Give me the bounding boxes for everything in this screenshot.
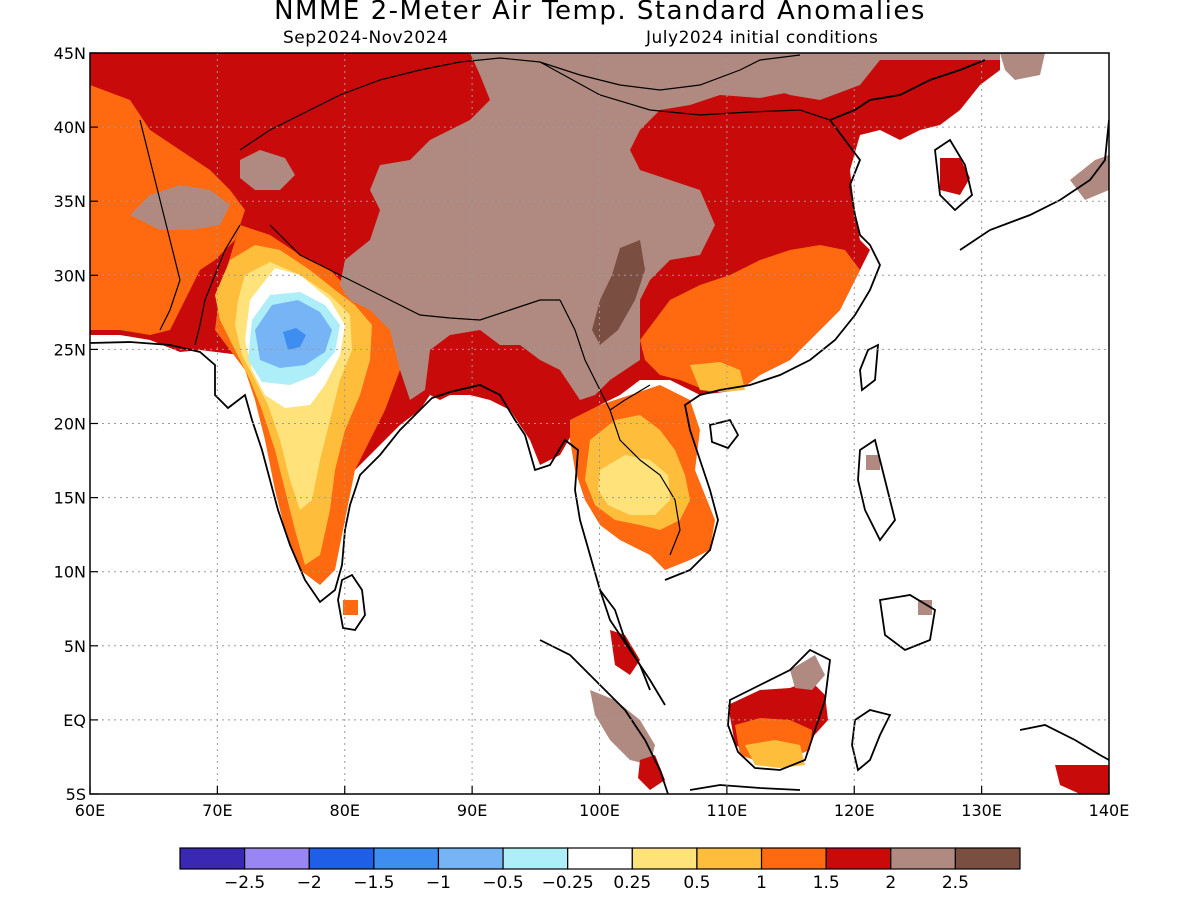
coastline-malaya bbox=[599, 589, 651, 691]
y-tick-label: 20N bbox=[54, 415, 86, 434]
border-iran-afghanistan bbox=[139, 119, 181, 331]
colorbar-label: 0.5 bbox=[683, 873, 710, 893]
anomaly-region-korea-plus2 bbox=[940, 158, 970, 195]
y-tick-label: 5N bbox=[64, 637, 86, 656]
x-tick-label: 90E bbox=[457, 801, 487, 820]
anomaly-region-luzon-plus2_5 bbox=[866, 455, 880, 470]
anomaly-region-sabah-plus2_5 bbox=[790, 655, 825, 690]
gridlines bbox=[90, 53, 1109, 794]
coastline-mindanao bbox=[878, 594, 936, 652]
anomaly-region-malaya-plus2 bbox=[610, 630, 640, 675]
anomaly-region-philippines-plus2_5 bbox=[918, 600, 932, 615]
anomaly-region-borneo-plus1 bbox=[745, 740, 805, 768]
border-china-central-asia bbox=[239, 54, 801, 151]
anomaly-region-tibet-plus2_5 bbox=[340, 53, 800, 400]
colorbar-label: 0.25 bbox=[613, 873, 651, 893]
coastline-srilanka bbox=[337, 573, 366, 631]
colorbar-swatch bbox=[437, 847, 504, 870]
anomaly-region-mongolia-plus2_5 bbox=[540, 53, 1000, 100]
colorbar-label: −1.5 bbox=[353, 873, 394, 893]
colorbar-swatch bbox=[954, 847, 1021, 870]
x-tick-label: 100E bbox=[579, 801, 620, 820]
x-axis: 60E 70E 80E 90E 100E 110E 120E 130E 140E bbox=[75, 786, 1130, 820]
colorbar-swatch bbox=[179, 847, 246, 870]
coastline-sumatra bbox=[539, 639, 669, 794]
colorbar-swatch bbox=[825, 847, 892, 870]
y-tick-label: 5S bbox=[66, 785, 86, 804]
colorbar-swatch bbox=[244, 847, 310, 870]
x-tick-label: 130E bbox=[961, 801, 1002, 820]
border-indochina bbox=[609, 409, 681, 556]
colorbar-label: 1 bbox=[756, 873, 767, 893]
x-tick-label: 70E bbox=[202, 801, 232, 820]
x-tick-label: 60E bbox=[75, 801, 105, 820]
colorbar: −2.5 −2 −1.5 −1 −0.5 −0.25 0.25 0.5 1 1.5 2 2.5 bbox=[179, 847, 1021, 893]
coastline-korea bbox=[934, 138, 973, 212]
anomaly-shading bbox=[90, 53, 1109, 794]
x-tick-label: 80E bbox=[330, 801, 360, 820]
y-tick-label: 10N bbox=[54, 563, 86, 582]
anomaly-region-iran-plus2_5 bbox=[130, 185, 230, 230]
y-axis: 45N 40N 35N 30N 25N 20N 15N 10N 5N EQ 5S bbox=[54, 44, 98, 804]
x-tick-label: 110E bbox=[707, 801, 748, 820]
coastline-taiwan bbox=[859, 343, 880, 392]
anomaly-region-sumatra-plus2_5 bbox=[590, 690, 655, 765]
colorbar-swatch bbox=[373, 847, 440, 870]
border-himalaya bbox=[269, 224, 560, 321]
y-tick-label: 35N bbox=[54, 192, 86, 211]
coastlines bbox=[90, 59, 1109, 794]
y-tick-label: EQ bbox=[63, 711, 86, 730]
x-tick-label: 120E bbox=[834, 801, 875, 820]
initial-conditions-label: July2024 initial conditions bbox=[646, 28, 879, 48]
y-tick-label: 25N bbox=[54, 340, 86, 359]
colorbar-label: 1.5 bbox=[813, 873, 840, 893]
coastline-japan bbox=[959, 119, 1109, 251]
colorbar-label: −0.25 bbox=[542, 873, 594, 893]
colorbar-swatch bbox=[696, 847, 763, 870]
coastline-java bbox=[689, 784, 801, 791]
colorbar-swatch bbox=[890, 847, 956, 870]
colorbar-label: −2.5 bbox=[224, 873, 265, 893]
colorbar-label: 2 bbox=[885, 873, 896, 893]
coastline-borneo bbox=[727, 648, 831, 771]
coastline-new-guinea bbox=[1019, 724, 1109, 761]
anomaly-region-pamir-plus2_5 bbox=[240, 150, 295, 190]
colorbar-label: 2.5 bbox=[942, 873, 969, 893]
anomaly-region-png-plus2 bbox=[1055, 765, 1109, 794]
colorbar-swatch bbox=[502, 847, 569, 870]
colorbar-label: −1 bbox=[426, 873, 451, 893]
colorbar-label: −2 bbox=[297, 873, 322, 893]
coastline-luzon bbox=[857, 438, 896, 542]
anomaly-region-sumatra-plus2 bbox=[638, 755, 665, 790]
map-title: NMME 2-Meter Air Temp. Standard Anomalie… bbox=[274, 0, 926, 26]
coastline-sulawesi bbox=[851, 709, 892, 772]
colorbar-swatch bbox=[308, 847, 375, 870]
border-pakistan-india bbox=[194, 224, 241, 346]
x-tick-label: 140E bbox=[1089, 801, 1130, 820]
anomaly-region-indochina-plus0_5 bbox=[598, 455, 670, 515]
coastline-south-asia bbox=[90, 341, 666, 706]
coastline-hainan bbox=[709, 418, 740, 450]
colorbar-swatch bbox=[567, 847, 633, 870]
anomaly-region-srilanka-plus1_5 bbox=[343, 600, 358, 615]
anomaly-region-south-china-plus1_5 bbox=[640, 245, 860, 392]
y-tick-label: 15N bbox=[54, 489, 86, 508]
coastline-indochina-china bbox=[664, 59, 986, 581]
colorbar-swatch bbox=[760, 847, 827, 870]
y-tick-label: 30N bbox=[54, 266, 86, 285]
y-tick-label: 45N bbox=[54, 44, 86, 63]
anomaly-region-yunnan-plus3 bbox=[592, 240, 645, 345]
colorbar-swatch bbox=[631, 847, 698, 870]
forecast-period: Sep2024-Nov2024 bbox=[283, 28, 449, 48]
colorbar-label: −0.5 bbox=[482, 873, 523, 893]
anomaly-region-india-minus1 bbox=[283, 328, 306, 350]
anomaly-region-china-coast-plus1 bbox=[690, 362, 745, 392]
y-tick-label: 40N bbox=[54, 118, 86, 137]
anomaly-region-sakhalin-plus2_5 bbox=[1000, 53, 1045, 80]
